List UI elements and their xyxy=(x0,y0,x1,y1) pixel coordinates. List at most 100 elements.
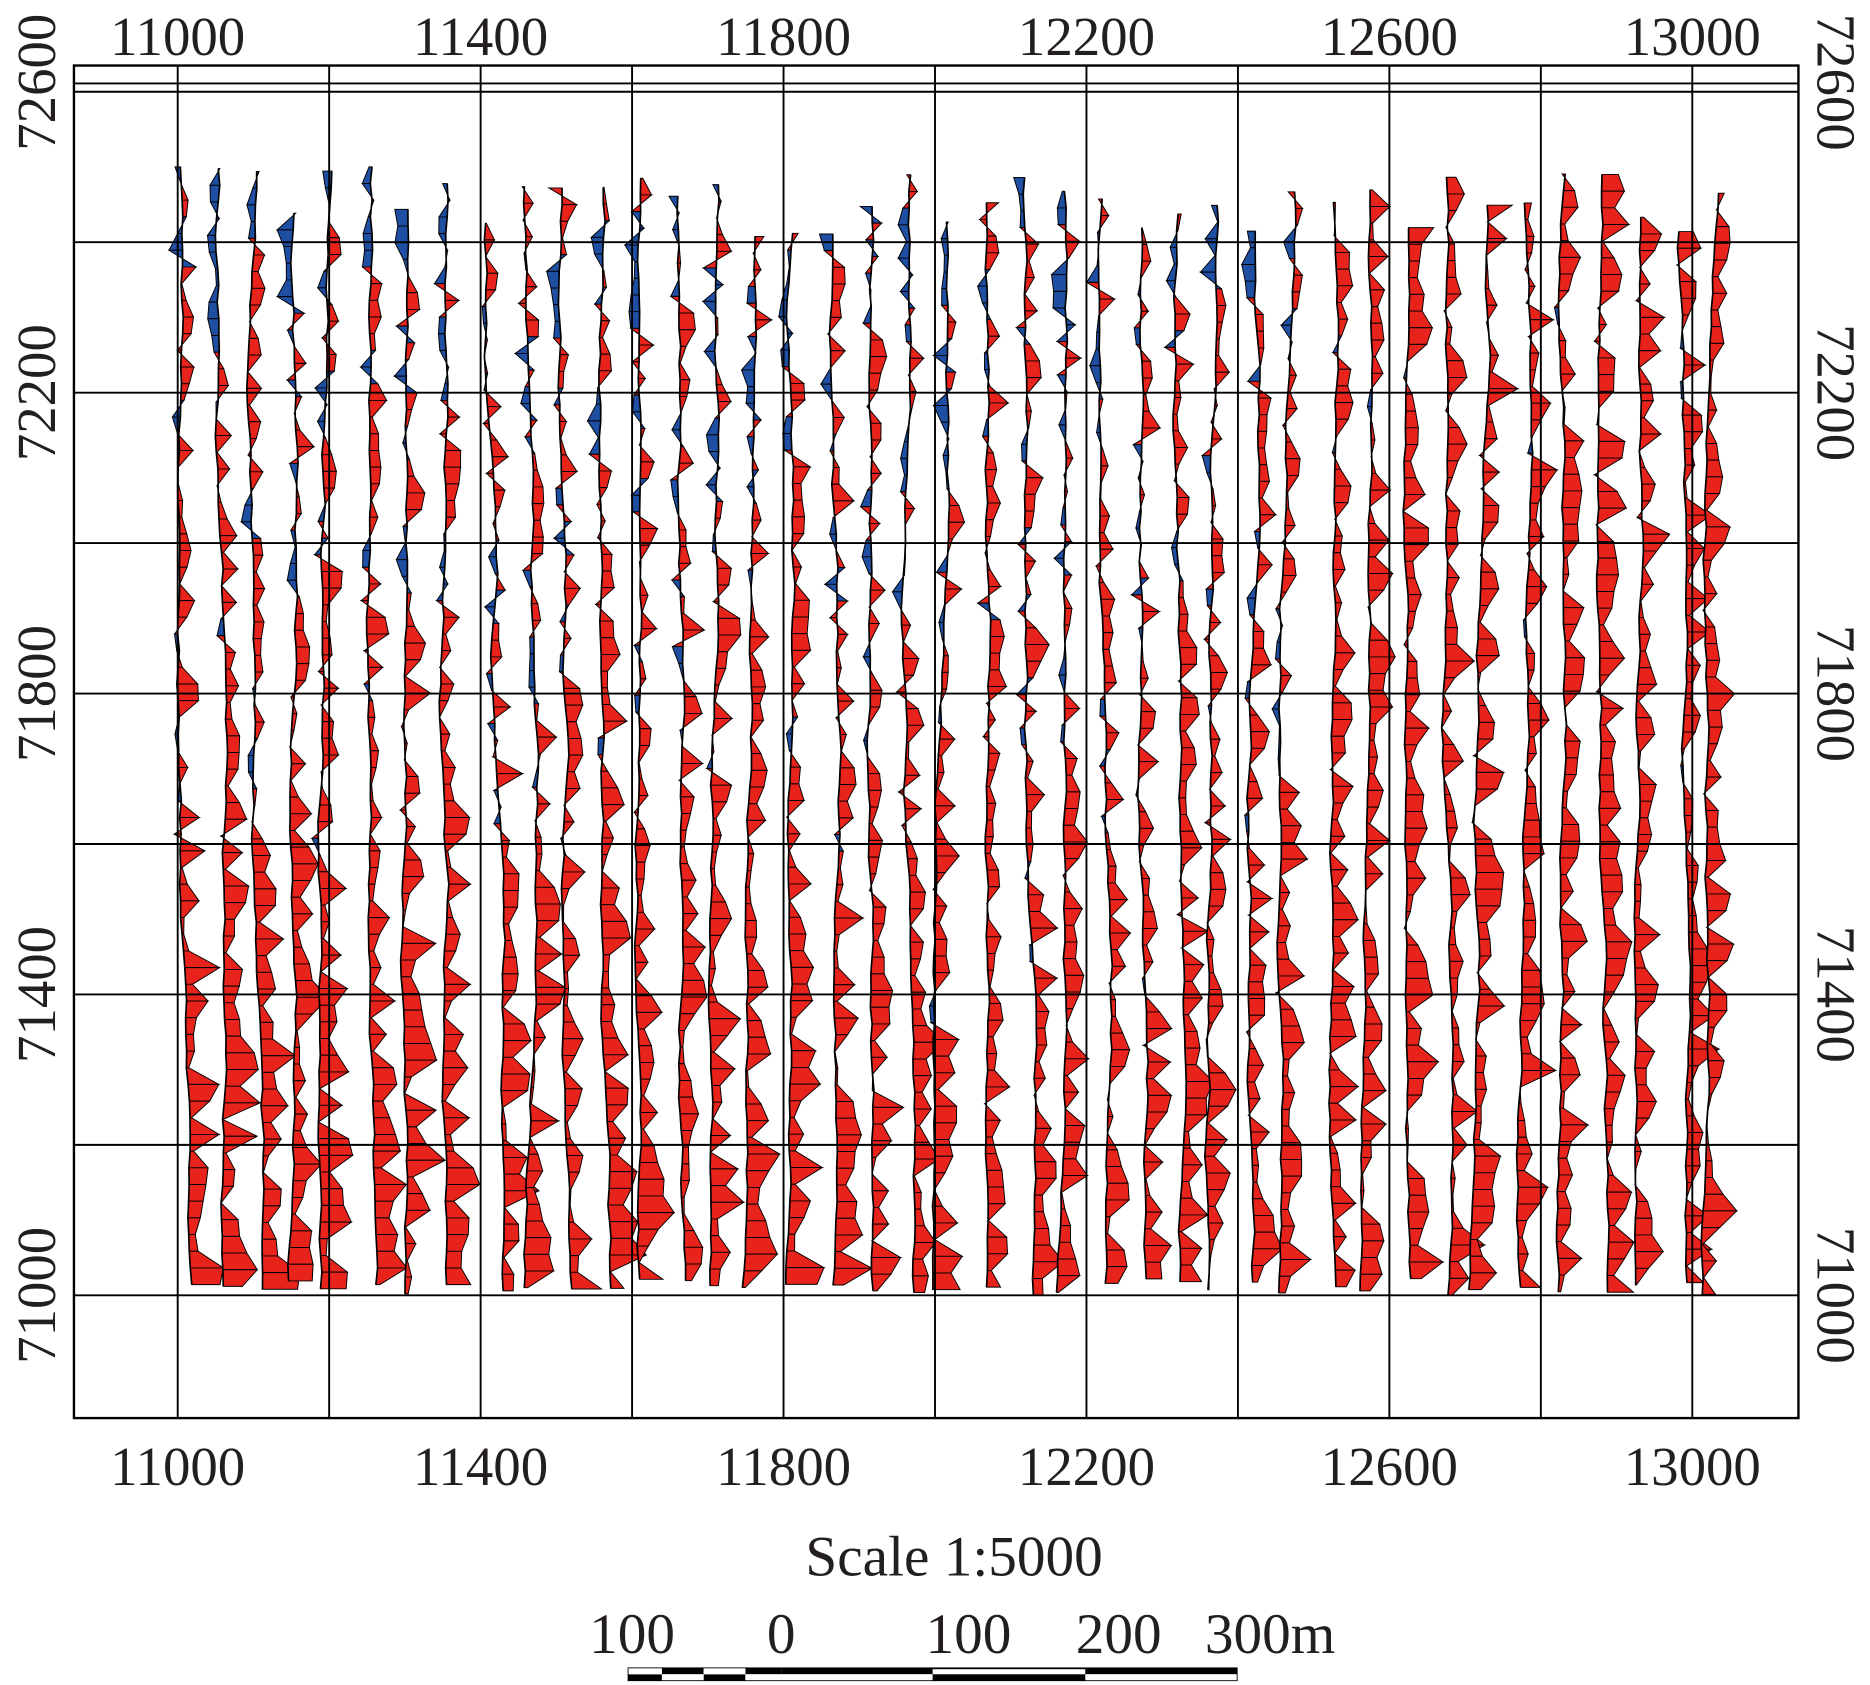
positive-anomaly-fill xyxy=(373,1117,397,1135)
positive-anomaly-fill xyxy=(1408,1261,1445,1280)
positive-anomaly-fill xyxy=(402,992,423,1011)
positive-anomaly-fill xyxy=(985,786,997,804)
positive-anomaly-fill xyxy=(1603,908,1617,926)
positive-anomaly-fill xyxy=(1331,452,1342,470)
positive-anomaly-fill xyxy=(502,873,520,891)
positive-anomaly-fill xyxy=(750,669,767,688)
positive-anomaly-fill xyxy=(1635,700,1652,719)
positive-anomaly-fill xyxy=(1403,644,1418,662)
positive-anomaly-fill xyxy=(1369,189,1391,207)
positive-anomaly-fill xyxy=(978,202,1000,220)
positive-anomaly-fill xyxy=(1017,610,1038,629)
positive-anomaly-fill xyxy=(1561,807,1580,826)
positive-anomaly-fill xyxy=(1281,1175,1303,1194)
positive-anomaly-fill xyxy=(1258,464,1271,482)
positive-anomaly-fill xyxy=(486,706,512,725)
positive-anomaly-fill xyxy=(1370,339,1385,358)
positive-anomaly-fill xyxy=(1516,1153,1533,1172)
trace-baseline xyxy=(1276,191,1297,1293)
positive-anomaly-fill xyxy=(672,629,705,648)
positive-anomaly-fill xyxy=(634,928,656,947)
positive-anomaly-fill xyxy=(941,671,949,690)
positive-anomaly-fill xyxy=(1179,764,1198,782)
positive-anomaly-fill xyxy=(403,659,422,677)
positive-anomaly-fill xyxy=(188,1234,199,1252)
positive-anomaly-fill xyxy=(1634,1251,1665,1269)
positive-anomaly-fill xyxy=(600,1020,619,1039)
positive-anomaly-fill xyxy=(1601,207,1630,225)
positive-anomaly-fill xyxy=(374,1184,408,1202)
positive-anomaly-fill xyxy=(1203,638,1220,657)
positive-anomaly-fill xyxy=(746,803,767,821)
positive-anomaly-fill xyxy=(1064,1041,1090,1060)
positive-anomaly-fill xyxy=(909,908,925,926)
profile-trace xyxy=(976,202,1012,1288)
scale-labels: 100 0 100 200 300m xyxy=(589,1603,1335,1666)
positive-anomaly-fill xyxy=(485,656,503,675)
positive-anomaly-fill xyxy=(787,883,813,902)
positive-anomaly-fill xyxy=(987,1203,1007,1221)
positive-anomaly-fill xyxy=(188,1150,210,1169)
positive-anomaly-fill xyxy=(443,833,468,852)
positive-anomaly-fill xyxy=(562,854,587,873)
positive-anomaly-fill xyxy=(1174,313,1191,332)
positive-anomaly-fill xyxy=(1521,969,1543,988)
positive-anomaly-fill xyxy=(1486,221,1508,240)
positive-anomaly-fill xyxy=(1474,888,1503,907)
positive-anomaly-fill xyxy=(1635,717,1656,735)
positive-anomaly-fill xyxy=(1274,658,1293,677)
positive-anomaly-fill xyxy=(442,1050,469,1069)
positive-anomaly-fill xyxy=(1450,894,1472,912)
profile-trace xyxy=(1700,192,1738,1295)
positive-anomaly-fill xyxy=(1559,1057,1581,1076)
positive-anomaly-fill xyxy=(443,1017,465,1035)
negative-anomaly-fill xyxy=(519,403,539,421)
profile-trace xyxy=(1633,216,1671,1286)
positive-anomaly-fill xyxy=(220,585,238,603)
negative-anomaly-fill xyxy=(705,484,724,503)
positive-anomaly-fill xyxy=(788,1133,805,1152)
positive-anomaly-fill xyxy=(1024,493,1036,512)
positive-anomaly-fill xyxy=(831,266,846,285)
positive-anomaly-fill xyxy=(368,1017,388,1035)
positive-anomaly-fill xyxy=(261,1055,297,1073)
positive-anomaly-fill xyxy=(1280,575,1297,593)
positive-anomaly-fill xyxy=(1406,1077,1425,1096)
positive-anomaly-fill xyxy=(288,1230,313,1249)
negative-anomaly-fill xyxy=(483,606,500,625)
positive-anomaly-fill xyxy=(1276,925,1291,944)
positive-anomaly-fill xyxy=(1211,838,1232,857)
positive-anomaly-fill xyxy=(563,1004,575,1023)
positive-anomaly-fill xyxy=(914,1225,937,1243)
positive-anomaly-fill xyxy=(318,1054,350,1073)
positive-anomaly-fill xyxy=(872,1206,890,1225)
positive-anomaly-fill xyxy=(788,916,807,935)
positive-anomaly-fill xyxy=(640,1078,651,1097)
positive-anomaly-fill xyxy=(405,1143,447,1161)
negative-anomaly-fill xyxy=(777,316,794,334)
positive-anomaly-fill xyxy=(1142,928,1159,946)
positive-anomaly-fill xyxy=(322,587,343,606)
negative-anomaly-fill xyxy=(1058,657,1067,676)
positive-anomaly-fill xyxy=(837,784,857,802)
positive-anomaly-fill xyxy=(446,1234,469,1252)
positive-anomaly-fill xyxy=(1330,1186,1357,1204)
positive-anomaly-fill xyxy=(262,1138,283,1157)
positive-anomaly-fill xyxy=(1445,343,1464,362)
profile-trace xyxy=(1050,190,1090,1293)
positive-anomaly-fill xyxy=(320,1254,349,1273)
positive-anomaly-fill xyxy=(987,385,1010,404)
positive-anomaly-fill xyxy=(221,551,239,570)
trace-baseline xyxy=(1055,191,1069,1293)
positive-anomaly-fill xyxy=(1368,272,1386,291)
positive-anomaly-fill xyxy=(1408,310,1434,329)
positive-anomaly-fill xyxy=(247,237,266,256)
positive-anomaly-fill xyxy=(1564,757,1579,776)
positive-anomaly-fill xyxy=(1596,591,1615,609)
positive-anomaly-fill xyxy=(1405,393,1417,412)
positive-anomaly-fill xyxy=(221,852,244,870)
positive-anomaly-fill xyxy=(933,1139,954,1157)
positive-anomaly-fill xyxy=(638,1045,655,1063)
negative-anomaly-fill xyxy=(1051,274,1068,292)
positive-anomaly-fill xyxy=(1146,1094,1172,1113)
